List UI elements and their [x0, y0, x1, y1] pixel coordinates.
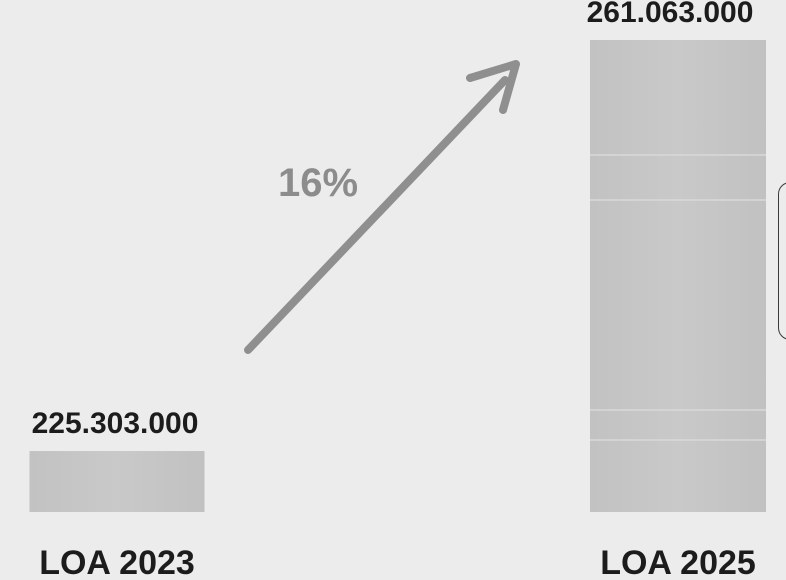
- callout-bracket: [778, 182, 786, 340]
- data-label: 225.303.000: [32, 407, 199, 440]
- growth-arrow-shaft: [244, 76, 509, 354]
- category-label: LOA 2023: [39, 544, 195, 580]
- bar-loa-2023: [29, 451, 205, 512]
- category-label: LOA 2025: [600, 544, 756, 580]
- growth-arrow-head: [466, 60, 520, 114]
- bar-loa-2025: [590, 40, 766, 512]
- growth-arrow: [244, 60, 520, 354]
- growth-annotation: 16%: [278, 161, 358, 205]
- bars-layer: [29, 40, 766, 512]
- data-label: 261.063.000: [587, 0, 754, 29]
- labels-layer: 225.303.000 LOA 2023 261.063.000 LOA 2025: [32, 0, 756, 580]
